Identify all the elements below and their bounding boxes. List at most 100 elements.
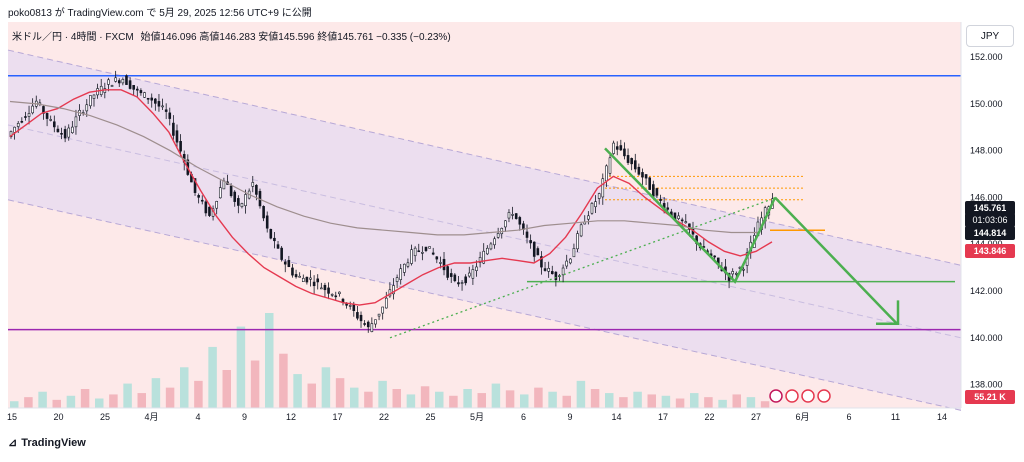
price-tick-label: 152.000 [970, 52, 1003, 62]
volume-bars [10, 313, 770, 408]
candle-body [356, 312, 359, 319]
price-tick-label: 150.000 [970, 99, 1003, 109]
candle-body [374, 319, 377, 325]
candle-body [53, 121, 56, 128]
candle-body [677, 215, 680, 219]
volume-bar [647, 394, 656, 408]
candle-body [410, 249, 413, 264]
candle-body [67, 127, 71, 138]
volume-bar [279, 353, 288, 408]
candle-body [449, 273, 453, 277]
candle-body [518, 217, 522, 225]
candle-body [529, 240, 532, 244]
volume-bar [704, 397, 713, 408]
candle-body [89, 95, 92, 107]
time-tick-label: 9 [242, 412, 247, 422]
time-tick-label: 20 [53, 412, 63, 422]
candle-body [478, 257, 482, 263]
economic-event-icon [801, 389, 815, 403]
ma-red-line [9, 89, 773, 306]
candle-body [215, 201, 218, 209]
forecast-arrow [774, 196, 898, 325]
candle-body [460, 282, 464, 284]
candle-body [399, 268, 403, 280]
time-tick-label: 27 [751, 412, 761, 422]
volume-label: 55.21 K [965, 390, 1015, 404]
economic-event-icon [785, 389, 799, 403]
volume-bar [435, 391, 444, 408]
candle-body [121, 79, 125, 84]
time-tick-label: 14 [937, 412, 947, 422]
time-tick-label: 15 [7, 412, 17, 422]
candle-body [294, 274, 298, 278]
candle-body [417, 250, 421, 253]
candle-body [287, 260, 291, 268]
candle-body [168, 112, 172, 119]
candle-body [280, 247, 283, 260]
candle-body [608, 157, 612, 174]
volume-bar [307, 383, 316, 408]
candle-body [63, 129, 67, 139]
candle-body [139, 90, 143, 94]
candle-body [735, 273, 738, 275]
candle-body [731, 271, 734, 275]
candle-body [45, 112, 49, 119]
volume-bar [180, 367, 189, 408]
price-tick-label: 142.000 [970, 286, 1003, 296]
candle-body [110, 85, 114, 87]
candle-body [547, 268, 550, 272]
candle-body [428, 246, 431, 249]
channel-lower-line [7, 199, 962, 411]
candle-body [193, 178, 197, 193]
ohlc-values: 始値146.096 高値146.283 安値145.596 終値145.761 … [140, 32, 451, 43]
candle-body [352, 304, 356, 311]
price-tick-label: 146.000 [970, 192, 1003, 202]
volume-bar [406, 394, 416, 408]
volume-bar [10, 401, 19, 408]
candle-body [475, 266, 478, 271]
candle-body [615, 146, 619, 150]
volume-bar [137, 393, 146, 408]
candle-body [384, 297, 388, 309]
countdown-label: 01:03:06 [965, 213, 1015, 227]
volume-bar [250, 360, 260, 408]
volume-bar [350, 387, 359, 408]
forecast-arrow-head [876, 300, 900, 326]
candle-body [143, 92, 146, 98]
candle-body [244, 194, 247, 207]
candle-body [125, 75, 128, 85]
candle-body [471, 269, 475, 279]
volume-bar [208, 346, 217, 408]
price-tick-label: 138.000 [970, 380, 1003, 390]
candle-body [442, 258, 446, 271]
time-tick-label: 5月 [470, 412, 484, 422]
candle-body [569, 258, 572, 264]
currency-button[interactable]: JPY [966, 25, 1014, 47]
candle-body [117, 80, 121, 84]
candle-body [644, 174, 648, 179]
candle-body [262, 206, 265, 219]
candle-body [366, 321, 370, 328]
candle-body [554, 271, 558, 281]
candle-body [60, 133, 63, 135]
candle-body [359, 314, 363, 322]
time-tick-label: 17 [332, 412, 342, 422]
zigzag-drawing [604, 147, 777, 284]
candle-body [403, 263, 406, 273]
candle-body [265, 215, 269, 229]
candle-body [540, 256, 543, 268]
candle-body [172, 122, 175, 136]
candle-body [348, 305, 352, 307]
candle-body [439, 262, 442, 264]
volume-bar [534, 387, 543, 408]
price-tick-label: 140.000 [970, 333, 1003, 343]
volume-bar [619, 397, 628, 408]
candle-body [431, 252, 435, 255]
volume-bar [335, 378, 345, 408]
time-tick-label: 14 [611, 412, 621, 422]
candle-body [612, 142, 615, 154]
candle-body [587, 215, 590, 220]
candle-body [135, 88, 139, 91]
